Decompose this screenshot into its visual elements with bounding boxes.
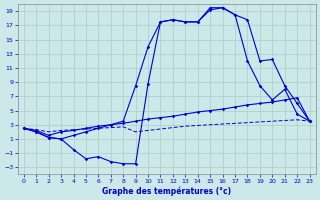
X-axis label: Graphe des températures (°c): Graphe des températures (°c): [102, 186, 231, 196]
